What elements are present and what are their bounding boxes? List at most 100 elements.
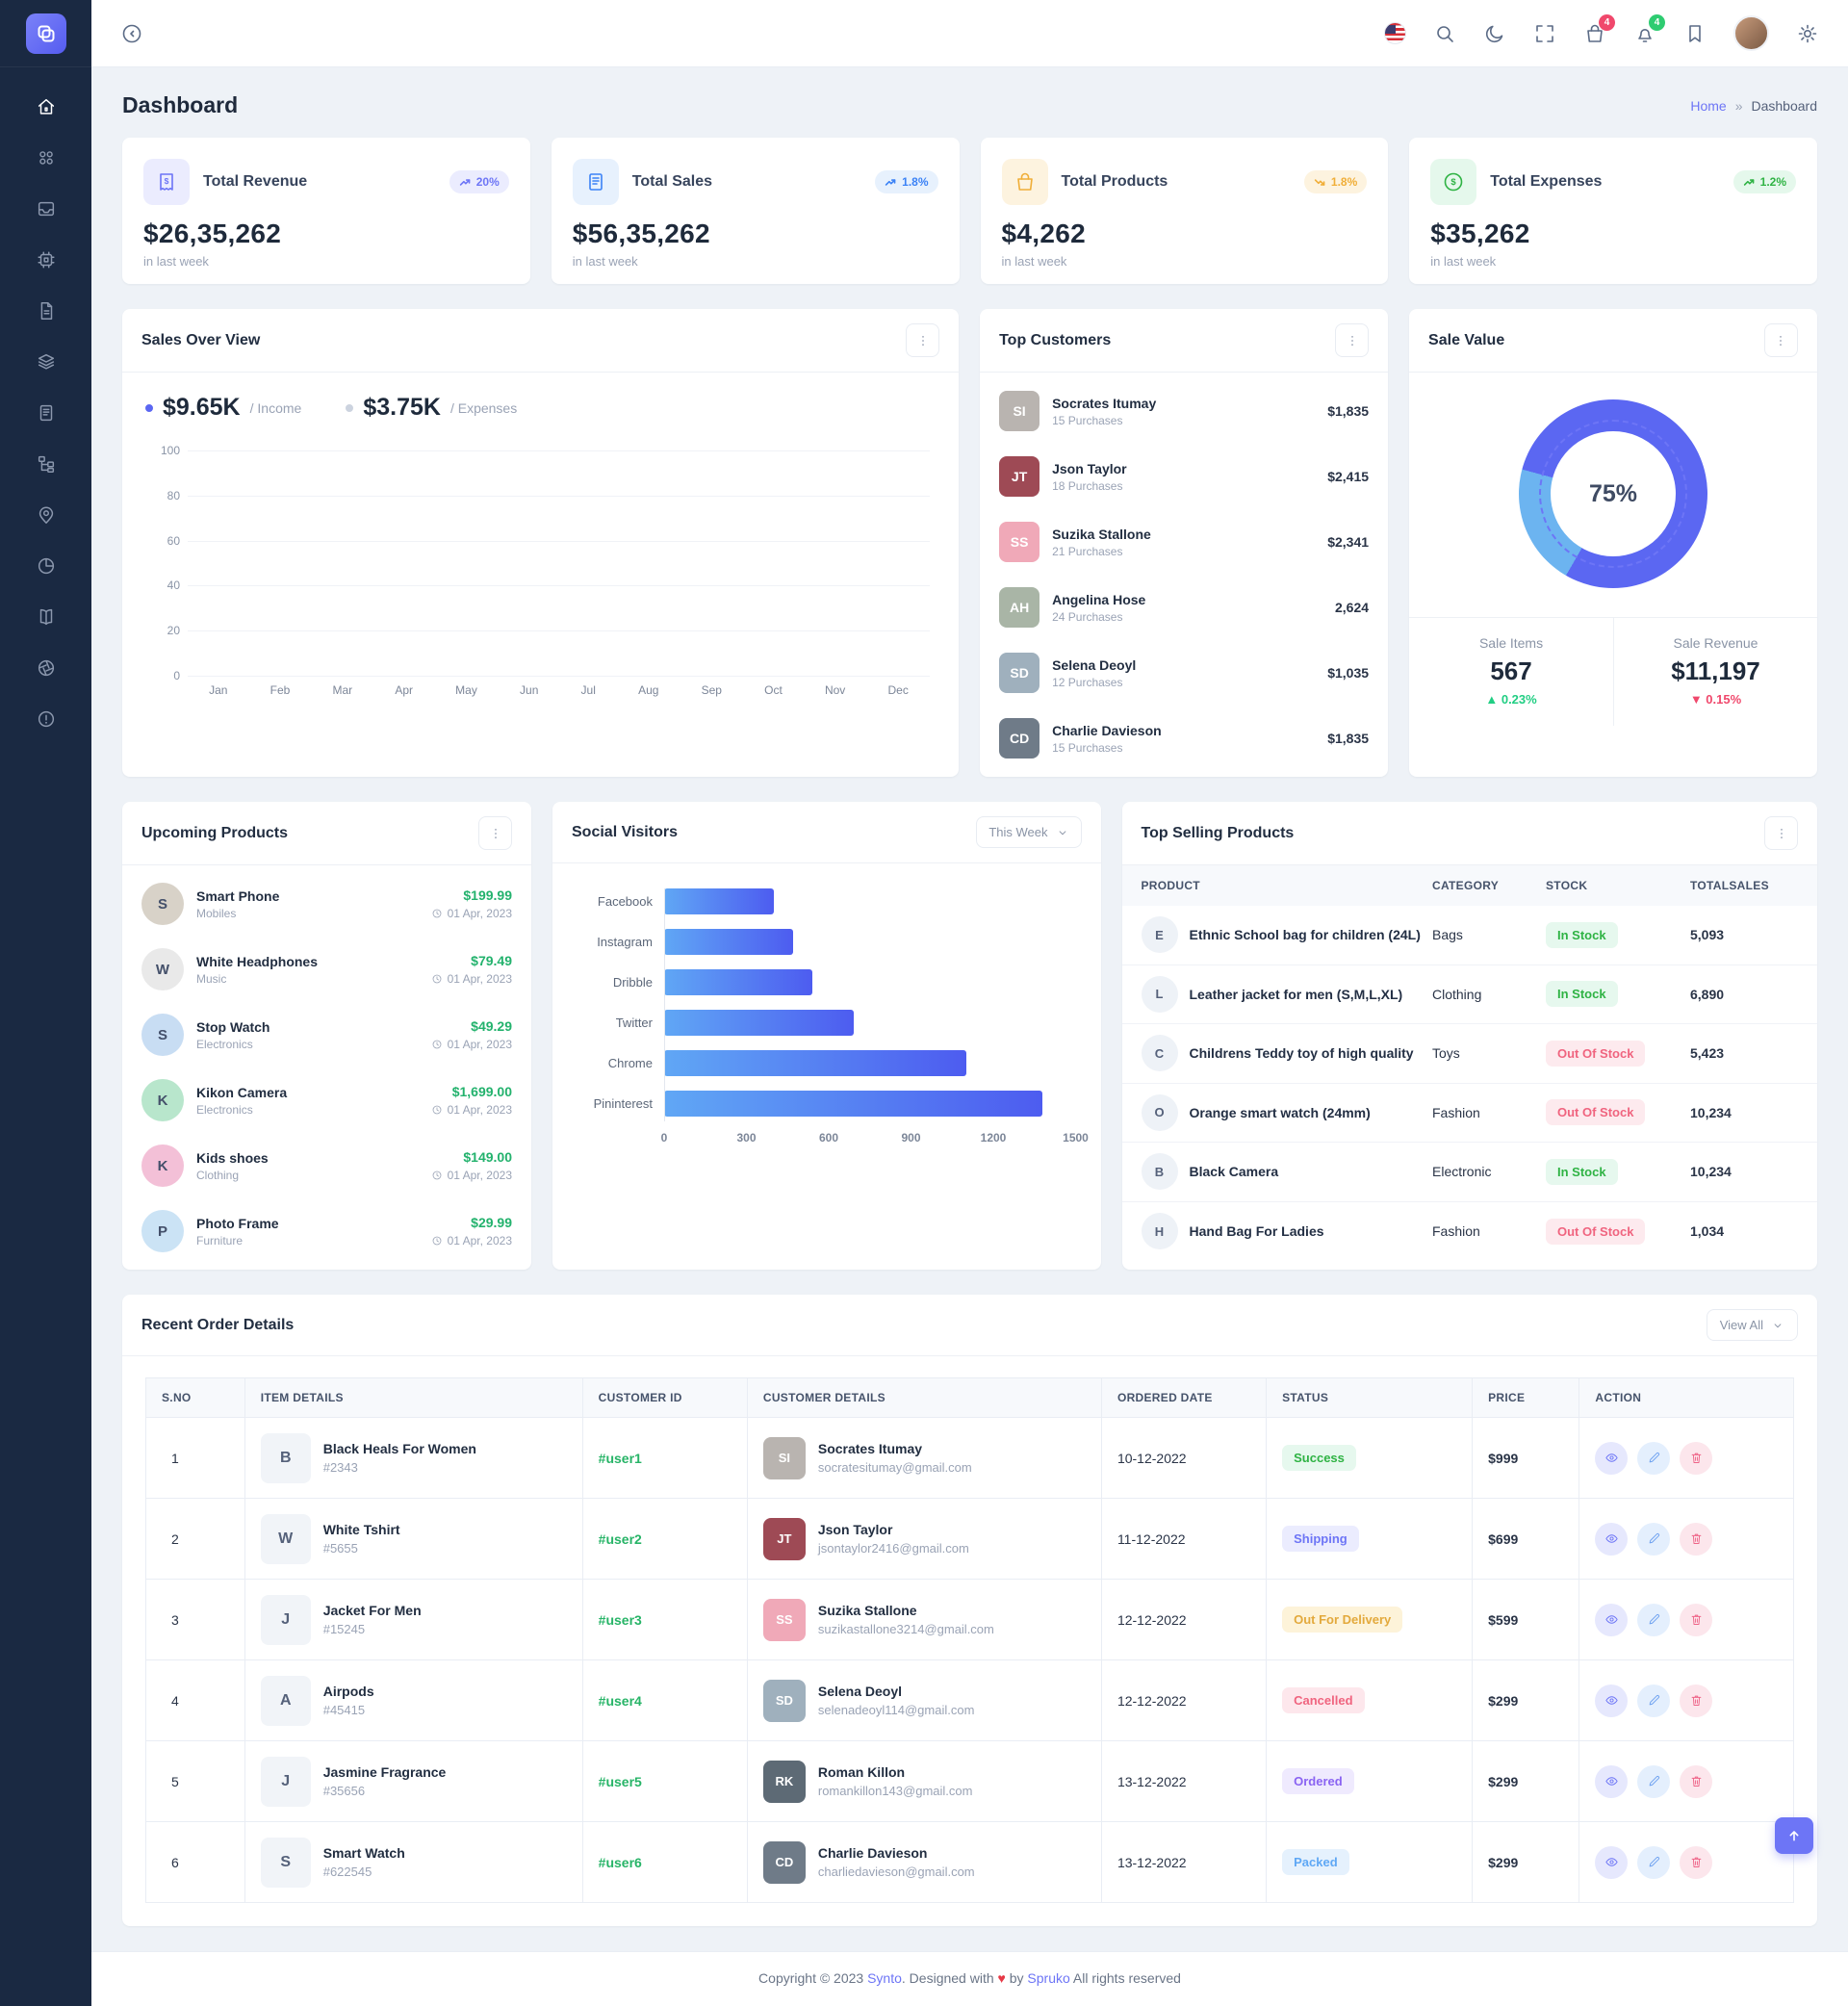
delete-order-button[interactable]: [1680, 1764, 1713, 1798]
product-thumb: K: [141, 1079, 184, 1121]
legend-label: / Expenses: [449, 399, 518, 416]
spruko-link[interactable]: Spruko: [1027, 1970, 1070, 1986]
upcoming-product-row[interactable]: K Kikon Camera Electronics $1,699.00 01 …: [122, 1067, 531, 1133]
chevron-down-icon: [1056, 826, 1069, 839]
customer-id-link[interactable]: #user3: [598, 1611, 642, 1628]
edit-order-button[interactable]: [1637, 1684, 1671, 1717]
upcoming-product-row[interactable]: S Stop Watch Electronics $49.29 01 Apr, …: [122, 1002, 531, 1067]
customer-row[interactable]: AH Angelina Hose 24 Purchases 2,624: [980, 575, 1388, 640]
view-order-button[interactable]: [1595, 1441, 1629, 1475]
sidebar-item-home[interactable]: [27, 94, 65, 119]
stat-label: Total Revenue: [203, 173, 308, 190]
sidebar-item-aperture[interactable]: [27, 656, 65, 681]
upcoming-products-menu-button[interactable]: [478, 816, 512, 850]
customer-id-link[interactable]: #user6: [598, 1854, 642, 1870]
customer-email: romankillon143@gmail.com: [817, 1784, 973, 1798]
stat-card-3: $ Total Expenses 1.2% $35,262 in last we…: [1409, 138, 1817, 284]
moon-icon[interactable]: [1483, 22, 1506, 45]
customer-id-link[interactable]: #user1: [598, 1450, 642, 1466]
delete-order-button[interactable]: [1680, 1441, 1713, 1475]
sidebar-item-file[interactable]: [27, 298, 65, 323]
customer-id-link[interactable]: #user4: [598, 1692, 642, 1709]
view-order-button[interactable]: [1595, 1684, 1629, 1717]
order-price: $999: [1488, 1450, 1519, 1466]
sidebar-item-apps[interactable]: [27, 145, 65, 170]
customer-row[interactable]: CD Charlie Davieson 15 Purchases $1,835: [980, 706, 1388, 771]
sidebar-item-location[interactable]: [27, 502, 65, 527]
dollar-circle-icon: $: [1430, 159, 1477, 205]
view-order-button[interactable]: [1595, 1764, 1629, 1798]
top-selling-row[interactable]: O Orange smart watch (24mm) Fashion Out …: [1121, 1084, 1817, 1143]
top-customers-menu-button[interactable]: [1335, 323, 1370, 357]
x-tick-label: 600: [818, 1131, 839, 1144]
sale-value-menu-button[interactable]: [1763, 323, 1798, 357]
stock-badge: Out Of Stock: [1546, 1099, 1646, 1126]
delete-order-button[interactable]: [1680, 1603, 1713, 1636]
customer-avatar: CD: [999, 718, 1040, 759]
delete-order-button[interactable]: [1680, 1522, 1713, 1556]
edit-order-button[interactable]: [1637, 1441, 1671, 1475]
product-thumb: E: [1141, 916, 1178, 954]
top-selling-row[interactable]: B Black Camera Electronic In Stock 10,23…: [1121, 1143, 1817, 1202]
delete-order-button[interactable]: [1680, 1845, 1713, 1879]
bookmark-icon[interactable]: [1683, 22, 1707, 45]
upcoming-product-row[interactable]: P Photo Frame Furniture $29.99 01 Apr, 2…: [122, 1198, 531, 1264]
view-order-button[interactable]: [1595, 1603, 1629, 1636]
upcoming-product-row[interactable]: S Smart Phone Mobiles $199.99 01 Apr, 20…: [122, 871, 531, 937]
view-order-button[interactable]: [1595, 1522, 1629, 1556]
synto-link[interactable]: Synto: [867, 1970, 902, 1986]
customer-row[interactable]: SD Selena Deoyl 12 Purchases $1,035: [980, 640, 1388, 706]
breadcrumb-home-link[interactable]: Home: [1690, 97, 1727, 114]
x-tick-label: 0: [660, 1131, 668, 1144]
stock-badge: In Stock: [1546, 981, 1618, 1008]
app-logo[interactable]: [0, 0, 91, 67]
customer-email: selenadeoyl114@gmail.com: [817, 1703, 975, 1717]
sales-overview-menu-button[interactable]: [906, 323, 940, 357]
upcoming-product-row[interactable]: W White Headphones Music $79.49 01 Apr, …: [122, 937, 531, 1002]
us-flag[interactable]: [1384, 22, 1406, 44]
top-selling-row[interactable]: H Hand Bag For Ladies Fashion Out Of Sto…: [1122, 1202, 1818, 1262]
search-icon[interactable]: [1433, 22, 1456, 45]
top-selling-row[interactable]: E Ethnic School bag for children (24L) B…: [1121, 906, 1817, 965]
sidebar-item-book[interactable]: [27, 604, 65, 630]
sidebar-item-invoice[interactable]: [27, 400, 65, 425]
product-date: 01 Apr, 2023: [431, 1038, 512, 1051]
gear-icon[interactable]: [1796, 22, 1819, 45]
social-visitors-title: Social Visitors: [572, 823, 678, 840]
customer-id-link[interactable]: #user2: [598, 1530, 642, 1547]
social-filter-dropdown[interactable]: This Week: [976, 816, 1082, 848]
sidebar-item-alert[interactable]: [27, 707, 65, 732]
edit-order-button[interactable]: [1637, 1603, 1671, 1636]
customer-avatar: SD: [999, 653, 1040, 693]
view-order-button[interactable]: [1595, 1845, 1629, 1879]
sidebar-item-layers[interactable]: [27, 349, 65, 374]
sidebar-item-pie[interactable]: [27, 553, 65, 579]
chip-icon: [36, 249, 57, 270]
customer-row[interactable]: SI Socrates Itumay 15 Purchases $1,835: [980, 378, 1388, 444]
fullscreen-icon[interactable]: [1533, 22, 1556, 45]
customer-row[interactable]: JT Json Taylor 18 Purchases $2,415: [980, 444, 1388, 509]
shopping-bag-icon[interactable]: 4: [1583, 13, 1615, 45]
edit-order-button[interactable]: [1637, 1845, 1671, 1879]
top-selling-row[interactable]: L Leather jacket for men (S,M,L,XL) Clot…: [1121, 965, 1817, 1024]
delete-order-button[interactable]: [1680, 1684, 1713, 1717]
sidebar-item-chip[interactable]: [27, 247, 65, 272]
scroll-to-top-button[interactable]: [1775, 1817, 1813, 1854]
sidebar-item-inbox[interactable]: [27, 196, 65, 221]
edit-order-button[interactable]: [1637, 1522, 1671, 1556]
view-all-dropdown[interactable]: View All: [1706, 1309, 1798, 1341]
customer-id-link[interactable]: #user5: [598, 1773, 642, 1789]
sidebar-toggle-icon[interactable]: [120, 22, 143, 45]
customer-row[interactable]: SS Suzika Stallone 21 Purchases $2,341: [980, 509, 1388, 575]
user-avatar[interactable]: [1733, 15, 1769, 51]
top-selling-menu-button[interactable]: [1764, 816, 1798, 850]
bell-icon[interactable]: 4: [1633, 13, 1665, 45]
top-selling-row[interactable]: C Childrens Teddy toy of high quality To…: [1121, 1024, 1817, 1084]
sidebar-item-sitemap[interactable]: [27, 451, 65, 476]
column-header: PRICE: [1472, 1377, 1580, 1418]
upcoming-product-row[interactable]: K Kids shoes Clothing $149.00 01 Apr, 20…: [122, 1133, 531, 1198]
trend-up-icon: [459, 176, 472, 189]
edit-order-button[interactable]: [1637, 1764, 1671, 1798]
total-sales: 1,034: [1690, 1223, 1725, 1240]
x-tick-label: 900: [901, 1131, 921, 1144]
